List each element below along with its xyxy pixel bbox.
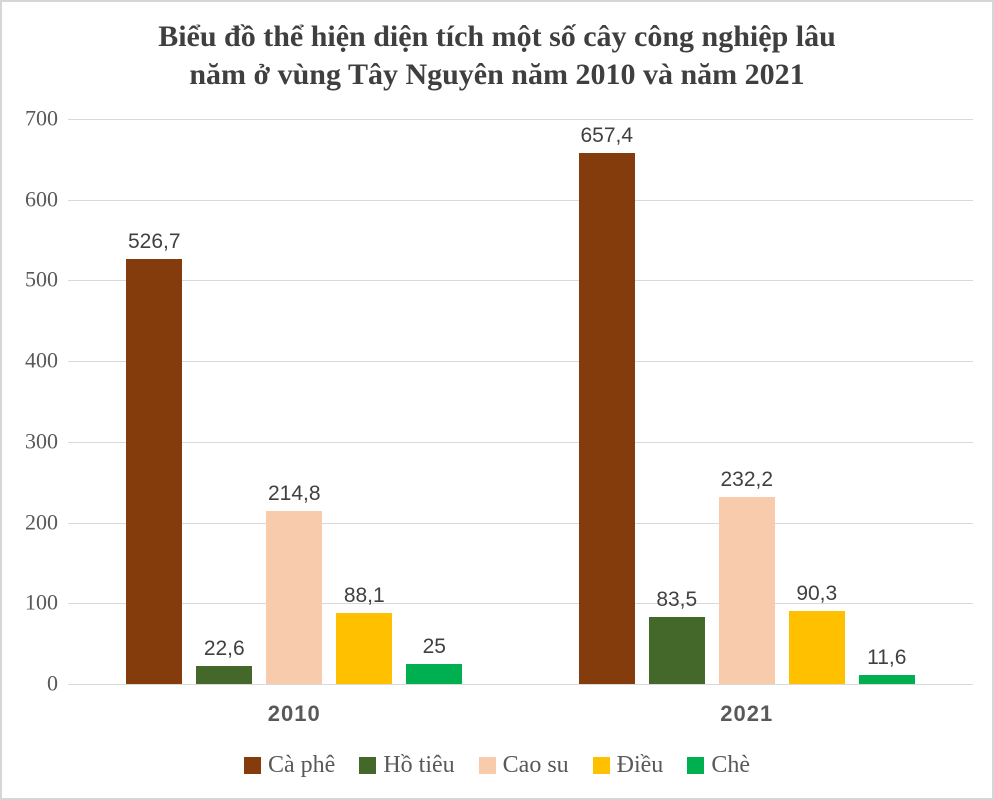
bar-2010 — [406, 663, 463, 684]
bar-value-label: 22,6 — [203, 636, 245, 660]
bar-value-label: 11,6 — [867, 645, 907, 669]
bar-value-label: 25 — [422, 634, 446, 658]
bar-value-label: 88,1 — [343, 583, 385, 607]
legend-swatch — [359, 756, 377, 774]
y-tick-label-300: 300 — [25, 428, 58, 454]
legend-label: Điều — [616, 752, 664, 778]
y-tick-label-200: 200 — [25, 509, 58, 535]
legend-swatch — [592, 756, 610, 774]
gridline-400 — [68, 361, 973, 363]
gridline-0 — [68, 684, 973, 685]
x-axis: 2010 2021 — [68, 701, 973, 727]
legend-swatch — [244, 756, 262, 774]
legend-item: Cao su — [478, 752, 569, 778]
x-category-label-2021: 2021 — [720, 701, 774, 726]
bar-value-label: 657,4 — [580, 124, 634, 148]
bar-cell-2010: 214,8 — [266, 119, 323, 684]
legend-item: Chè — [687, 752, 750, 778]
plot-area: 526,7 22,6 214,8 88,1 25 657,4 83,5 232,2 90,3 11… — [68, 119, 974, 685]
bar-2010 — [196, 665, 253, 684]
legend-swatch — [687, 756, 705, 774]
bar-cell-2021: 232,2 — [718, 119, 775, 684]
bar-cell-2021: 83,5 — [648, 119, 705, 684]
bar-cell-2021: 90,3 — [788, 119, 845, 684]
legend-item: Điều — [592, 752, 664, 778]
legend-label: Chè — [711, 752, 750, 778]
bar-group-2021: 657,4 83,5 232,2 90,3 11,6 — [521, 119, 974, 684]
bar-cell-2010: 526,7 — [126, 119, 183, 684]
gridline-300 — [68, 441, 973, 443]
gridline-100 — [68, 603, 973, 605]
bar-value-label: 90,3 — [796, 582, 838, 606]
bar-2021 — [648, 616, 705, 684]
chart-title-line2: năm ở vùng Tây Nguyên năm 2010 và năm 20… — [189, 58, 805, 91]
bar-value-label: 232,2 — [720, 467, 774, 491]
bar-value-label: 214,8 — [267, 481, 321, 505]
chart-title-line1: Biểu đồ thể hiện diện tích một số cây cô… — [158, 20, 836, 53]
gridline-200 — [68, 522, 973, 524]
legend: Cà phê Hồ tiêu Cao su Điều Chè — [2, 752, 992, 778]
bar-2010 — [336, 612, 393, 684]
bar-2021 — [788, 611, 845, 684]
y-axis: 0 100 200 300 400 500 600 700 — [2, 107, 58, 694]
chart-title: Biểu đồ thể hiện diện tích một số cây cô… — [2, 18, 992, 94]
gridline-600 — [68, 199, 973, 201]
bar-value-label: 526,7 — [127, 229, 181, 253]
y-tick-label-500: 500 — [25, 266, 58, 292]
y-tick-label-700: 700 — [25, 105, 58, 131]
gridline-500 — [68, 280, 973, 282]
legend-label: Cao su — [502, 752, 569, 778]
bar-cell-2021: 11,6 — [858, 119, 915, 684]
legend-swatch — [478, 756, 496, 774]
bar-cell-2021: 657,4 — [578, 119, 635, 684]
bar-2010 — [126, 258, 183, 684]
y-tick-label-400: 400 — [25, 347, 58, 373]
bar-2021 — [718, 496, 775, 684]
bar-2021 — [578, 153, 635, 684]
bar-cell-2010: 25 — [406, 119, 463, 684]
y-tick-label-100: 100 — [25, 589, 58, 615]
legend-label: Cà phê — [268, 752, 336, 778]
legend-item: Cà phê — [244, 752, 335, 778]
bar-cell-2010: 88,1 — [336, 119, 393, 684]
bar-group-2010: 526,7 22,6 214,8 88,1 25 — [68, 119, 521, 684]
x-category-label-2010: 2010 — [267, 701, 321, 726]
gridline-700 — [68, 119, 973, 120]
y-tick-label-600: 600 — [25, 186, 58, 212]
legend-item: Hồ tiêu — [359, 752, 455, 778]
bar-cell-2010: 22,6 — [196, 119, 253, 684]
bar-2021 — [858, 674, 915, 684]
legend-label: Hồ tiêu — [383, 752, 455, 778]
bar-value-label: 83,5 — [656, 587, 698, 611]
bar-2010 — [266, 510, 323, 684]
y-tick-label-0: 0 — [47, 670, 58, 696]
